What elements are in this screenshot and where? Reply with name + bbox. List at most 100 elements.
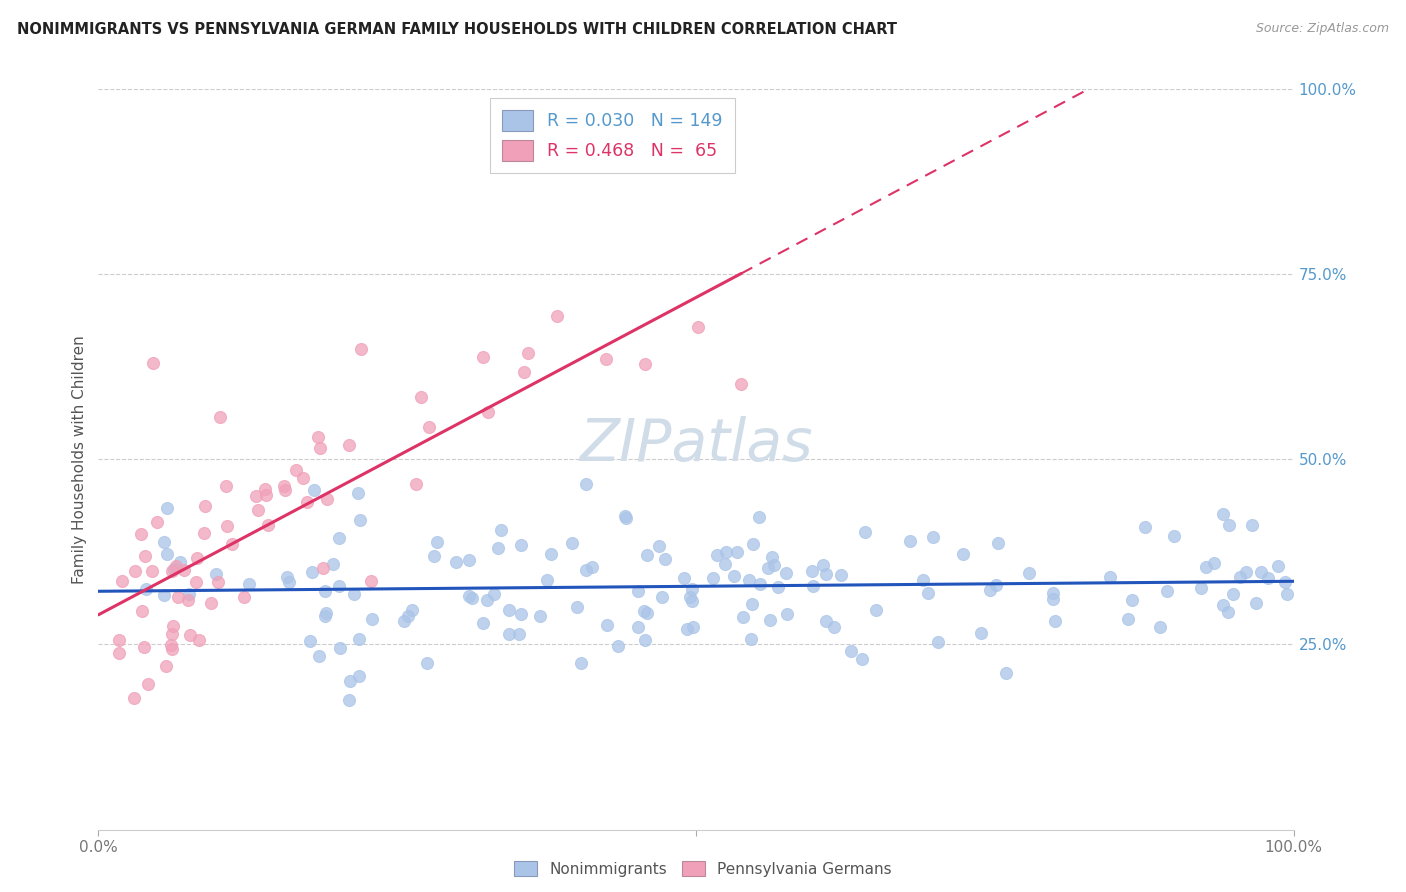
- Point: [169, 555, 191, 569]
- Point: [775, 566, 797, 581]
- Point: [273, 478, 295, 492]
- Point: [979, 582, 1001, 597]
- Point: [347, 632, 370, 647]
- Point: [238, 577, 260, 591]
- Point: [759, 613, 782, 627]
- Point: [247, 503, 270, 517]
- Point: [329, 640, 352, 655]
- Point: [714, 557, 737, 571]
- Point: [682, 620, 704, 634]
- Point: [681, 582, 703, 596]
- Point: [160, 638, 183, 652]
- Point: [217, 519, 239, 533]
- Point: [725, 545, 748, 559]
- Point: [160, 642, 183, 657]
- Point: [152, 534, 174, 549]
- Point: [446, 555, 468, 569]
- Point: [561, 536, 583, 550]
- Text: ZIPatlas: ZIPatlas: [579, 416, 813, 473]
- Point: [233, 590, 256, 604]
- Point: [1241, 517, 1264, 532]
- Point: [768, 580, 790, 594]
- Point: [173, 563, 195, 577]
- Point: [756, 561, 779, 575]
- Point: [917, 586, 939, 600]
- Point: [179, 628, 201, 642]
- Point: [749, 576, 772, 591]
- Point: [405, 477, 427, 491]
- Point: [595, 351, 617, 366]
- Point: [278, 575, 301, 590]
- Point: [800, 564, 823, 578]
- Point: [401, 603, 423, 617]
- Point: [297, 495, 319, 509]
- Point: [396, 609, 419, 624]
- Point: [122, 690, 145, 705]
- Point: [392, 615, 415, 629]
- Point: [343, 587, 366, 601]
- Y-axis label: Family Households with Children: Family Households with Children: [72, 335, 87, 583]
- Point: [984, 578, 1007, 592]
- Point: [627, 583, 650, 598]
- Point: [633, 604, 655, 618]
- Point: [898, 533, 921, 548]
- Point: [328, 579, 350, 593]
- Point: [614, 508, 637, 523]
- Point: [486, 541, 509, 555]
- Point: [308, 441, 330, 455]
- Point: [160, 564, 183, 578]
- Point: [912, 574, 935, 588]
- Point: [546, 309, 568, 323]
- Point: [349, 513, 371, 527]
- Point: [245, 489, 267, 503]
- Point: [308, 648, 330, 663]
- Point: [285, 463, 308, 477]
- Point: [741, 598, 763, 612]
- Point: [987, 535, 1010, 549]
- Point: [853, 524, 876, 539]
- Point: [1202, 556, 1225, 570]
- Point: [706, 548, 728, 562]
- Point: [360, 574, 382, 588]
- Point: [110, 574, 132, 589]
- Point: [1218, 517, 1240, 532]
- Point: [1156, 584, 1178, 599]
- Point: [679, 590, 702, 604]
- Point: [337, 693, 360, 707]
- Point: [1043, 614, 1066, 628]
- Point: [1257, 571, 1279, 585]
- Point: [1133, 520, 1156, 534]
- Point: [865, 603, 887, 617]
- Point: [952, 547, 974, 561]
- Point: [292, 471, 315, 485]
- Point: [763, 558, 786, 572]
- Point: [426, 535, 449, 549]
- Point: [606, 639, 628, 653]
- Point: [207, 575, 229, 590]
- Point: [155, 659, 177, 673]
- Point: [1267, 558, 1289, 573]
- Point: [458, 553, 481, 567]
- Point: [517, 345, 540, 359]
- Point: [153, 588, 176, 602]
- Point: [461, 591, 484, 605]
- Point: [186, 551, 208, 566]
- Point: [472, 616, 495, 631]
- Point: [1163, 529, 1185, 543]
- Point: [969, 626, 991, 640]
- Point: [761, 549, 783, 564]
- Point: [498, 602, 520, 616]
- Point: [346, 485, 368, 500]
- Point: [702, 571, 724, 585]
- Point: [177, 593, 200, 607]
- Point: [1098, 569, 1121, 583]
- Point: [1222, 587, 1244, 601]
- Point: [634, 357, 657, 371]
- Point: [672, 571, 695, 585]
- Point: [167, 590, 190, 604]
- Point: [108, 646, 131, 660]
- Point: [1149, 619, 1171, 633]
- Point: [636, 549, 658, 563]
- Text: NONIMMIGRANTS VS PENNSYLVANIA GERMAN FAMILY HOUSEHOLDS WITH CHILDREN CORRELATION: NONIMMIGRANTS VS PENNSYLVANIA GERMAN FAM…: [17, 22, 897, 37]
- Point: [741, 537, 763, 551]
